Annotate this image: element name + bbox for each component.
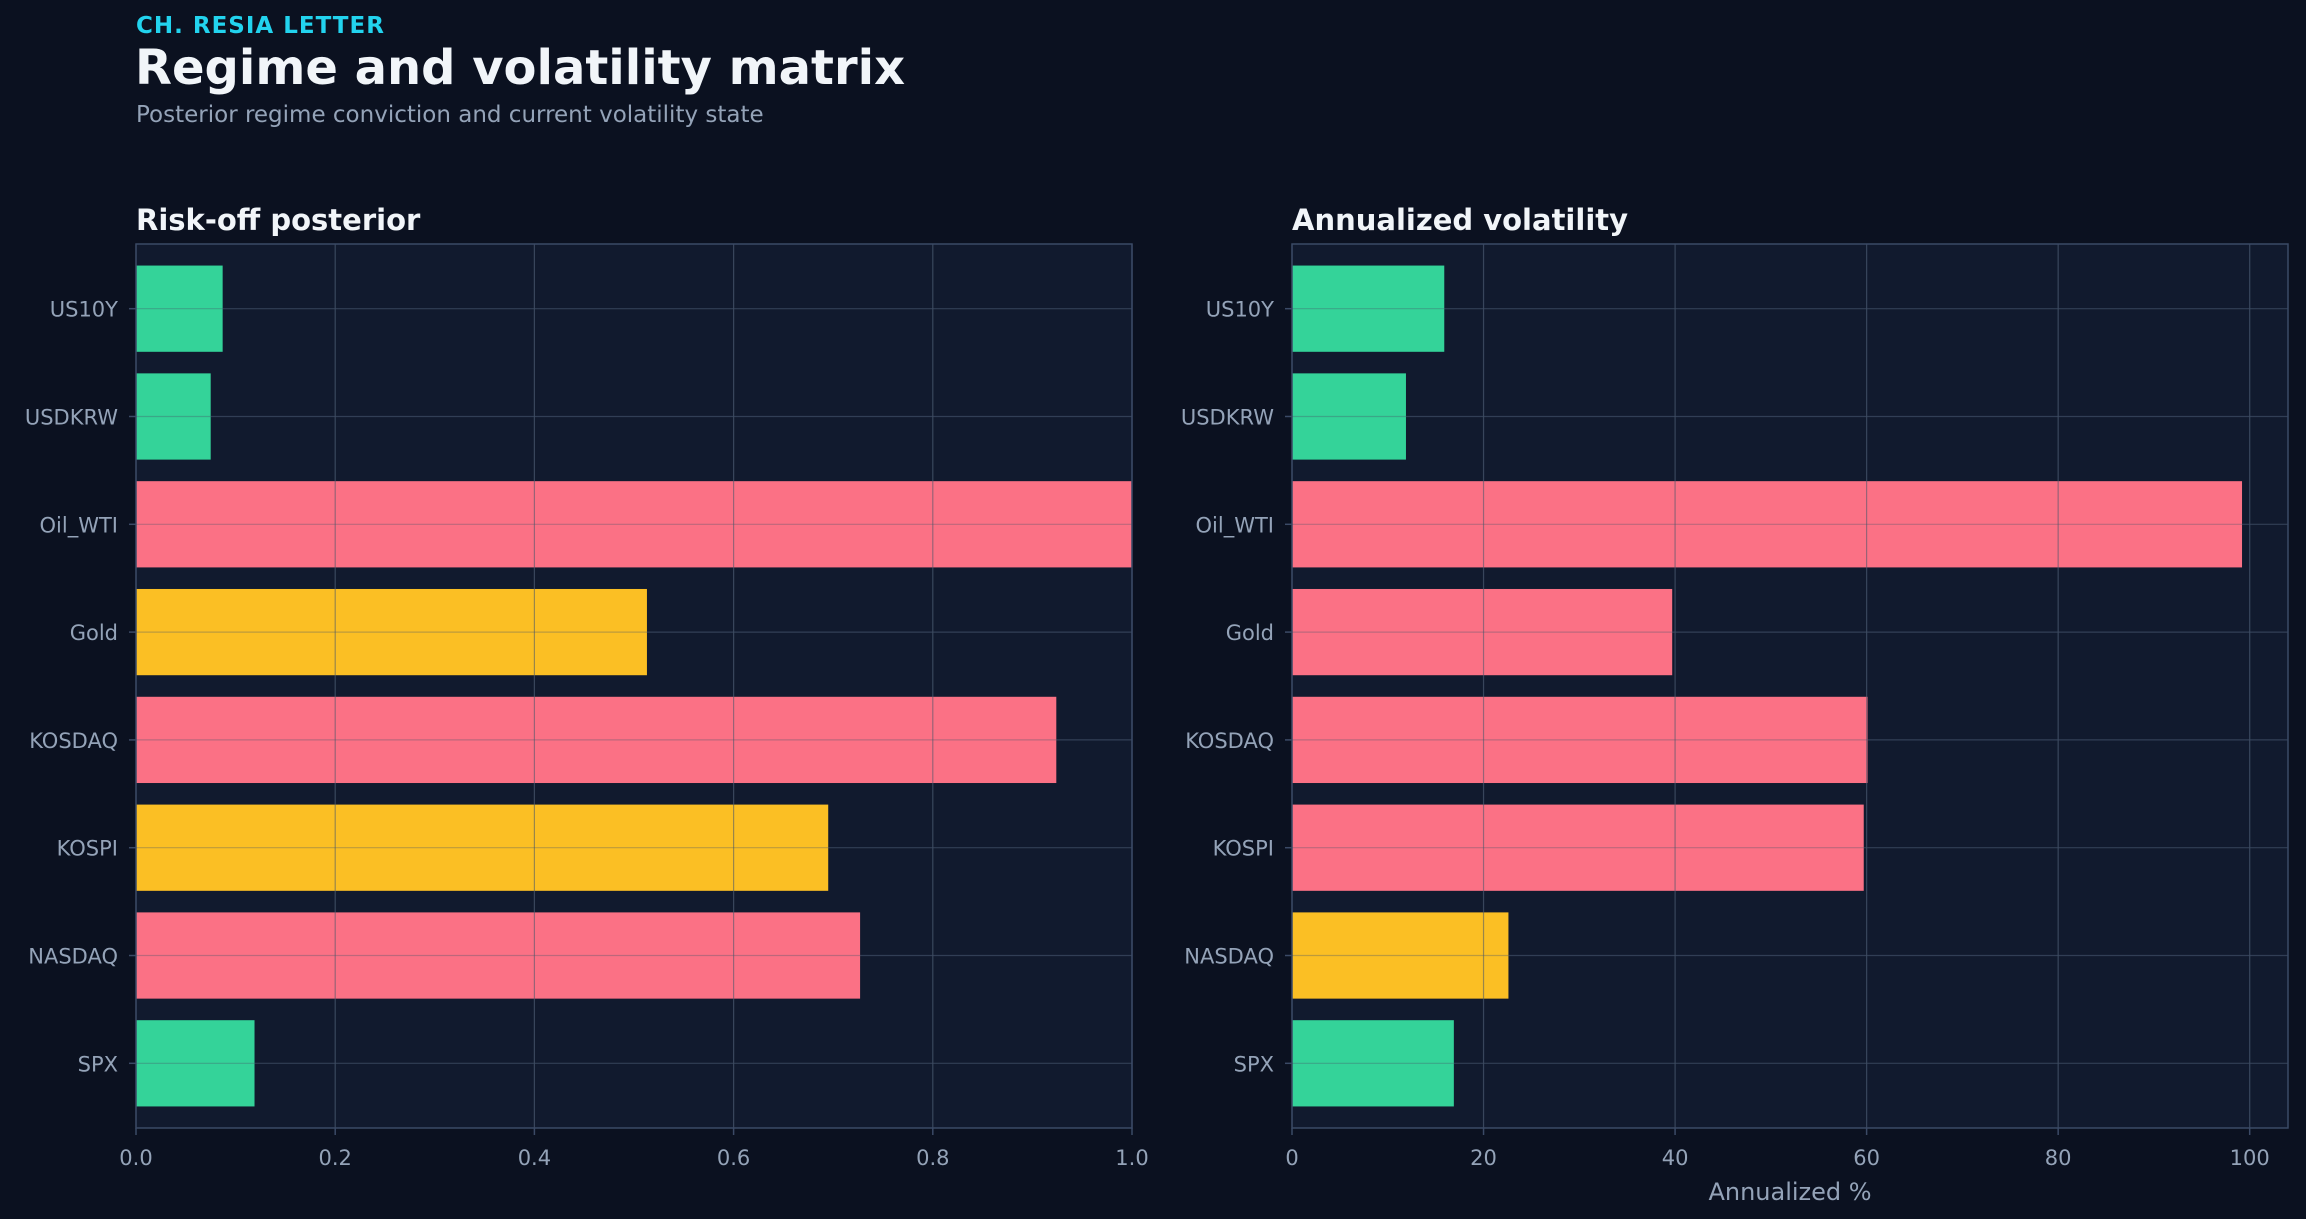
x-tick-label: 0.0 [119,1146,152,1170]
x-tick-label: 20 [1470,1146,1497,1170]
x-tick-label: 100 [2230,1146,2270,1170]
y-tick-label: SPX [78,1052,118,1076]
bar [136,912,861,999]
bar [136,265,223,352]
y-tick-label: KOSDAQ [1185,729,1274,753]
kicker-label: CH. RESIA LETTER [136,13,385,39]
panel-title: Annualized volatility [1292,203,1628,237]
x-axis-label: Annualized % [1708,1178,1871,1206]
bar [136,588,647,676]
panel-title: Risk-off posterior [136,203,421,237]
bar [136,481,1132,568]
y-tick-label: Oil_WTI [40,513,118,538]
panel-frame [1291,243,2289,1129]
x-tick-label: 0.8 [916,1146,949,1170]
y-tick-label: US10Y [50,298,118,322]
panel-frame [135,243,1133,1129]
y-tick-label: USDKRW [25,405,118,429]
x-tick-label: 60 [1853,1146,1880,1170]
bar [1292,804,1864,891]
page-title: Regime and volatility matrix [135,40,906,96]
y-tick-label: USDKRW [1181,405,1274,429]
y-tick-label: Gold [1226,621,1274,645]
x-tick-label: 0.2 [318,1146,351,1170]
bar [136,804,829,891]
bar [136,1020,255,1107]
x-tick-label: 80 [2045,1146,2072,1170]
y-tick-label: KOSPI [1213,837,1274,861]
bar [136,373,211,460]
bar [1292,373,1406,460]
y-tick-label: SPX [1234,1052,1274,1076]
bar [1292,912,1509,999]
bar [1292,265,1445,352]
bar [1292,588,1673,676]
x-tick-label: 1.0 [1115,1146,1148,1170]
y-tick-label: Gold [70,621,118,645]
bar [1292,1020,1454,1107]
y-tick-label: US10Y [1206,298,1274,322]
y-tick-label: KOSPI [57,837,118,861]
x-tick-label: 0.6 [717,1146,750,1170]
x-tick-label: 40 [1662,1146,1689,1170]
x-tick-label: 0 [1285,1146,1298,1170]
page-subtitle: Posterior regime conviction and current … [136,102,764,128]
x-tick-label: 0.4 [518,1146,551,1170]
bar [1292,481,2243,568]
y-tick-label: Oil_WTI [1196,513,1274,538]
y-tick-label: NASDAQ [28,945,118,969]
bar [136,696,1057,784]
y-tick-label: NASDAQ [1184,945,1274,969]
bar [1292,696,1868,784]
y-tick-label: KOSDAQ [29,729,118,753]
